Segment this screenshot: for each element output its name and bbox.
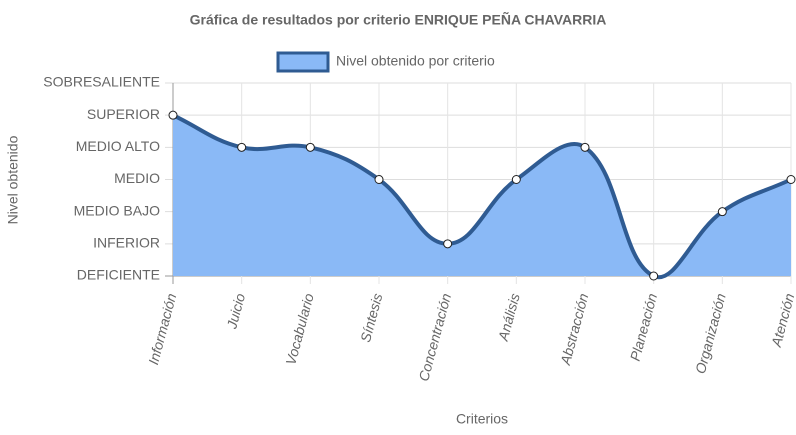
x-tick-label: Juicio — [223, 291, 248, 331]
y-tick-label: MEDIO BAJO — [74, 202, 160, 218]
x-tick-label: Vocabulario — [282, 291, 317, 366]
x-axis-title: Criterios — [456, 411, 508, 427]
y-axis-title: Nivel obtenido — [5, 135, 21, 224]
x-tick-label: Atención — [768, 291, 796, 349]
y-tick-label: INFERIOR — [93, 235, 160, 251]
x-tick-label: Planeación — [627, 291, 660, 362]
legend-swatch — [276, 51, 330, 73]
chart-title: Gráfica de resultados por criterio ENRIQ… — [190, 11, 607, 28]
point — [717, 207, 727, 217]
point — [443, 239, 453, 249]
point — [305, 142, 315, 152]
point — [649, 271, 659, 281]
area — [173, 115, 791, 278]
x-tick-label: Abstracción — [557, 291, 592, 367]
y-tick-label: DEFICIENTE — [77, 267, 160, 283]
point — [237, 142, 247, 152]
x-tick-label: Concentración — [415, 291, 454, 383]
point — [374, 175, 384, 184]
y-tick-label: SUPERIOR — [87, 106, 160, 122]
line — [172, 113, 792, 280]
y-tick-label: MEDIO ALTO — [76, 138, 160, 154]
x-tick-label: Información — [145, 291, 179, 366]
x-tick-label: Síntesis — [357, 292, 385, 344]
point — [786, 175, 796, 184]
x-tick-label: Análisis — [495, 292, 523, 344]
point — [511, 175, 521, 184]
point — [580, 142, 590, 152]
y-tick-label: MEDIO — [114, 170, 160, 186]
point — [168, 110, 178, 120]
legend-label: Nivel obtenido por criterio — [336, 53, 495, 69]
y-tick-label: SOBRESALIENTE — [43, 74, 160, 90]
x-tick-label: Organización — [692, 291, 729, 375]
